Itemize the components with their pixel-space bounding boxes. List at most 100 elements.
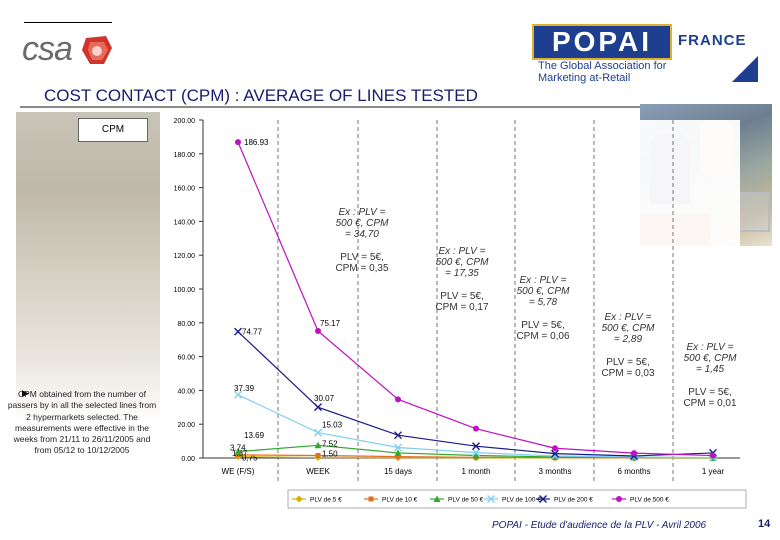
annotation-text: CPM = 0,01 bbox=[683, 398, 737, 409]
annotation-text: = 2,89 bbox=[614, 334, 643, 345]
data-point bbox=[235, 452, 241, 458]
cpm-label: CPM bbox=[78, 118, 148, 142]
annotation-text: 500 €, CPM bbox=[602, 323, 655, 334]
data-point bbox=[315, 452, 321, 458]
popai-logo: POPAI FRANCE The Global Association for … bbox=[532, 24, 762, 84]
y-tick-label: 140.00 bbox=[174, 219, 196, 226]
annotation-text: = 34,70 bbox=[345, 229, 379, 240]
x-tick-label: WE (F/S) bbox=[222, 467, 255, 476]
popai-corner-mark-icon bbox=[732, 56, 758, 82]
page-number: 14 bbox=[758, 518, 771, 530]
annotation-text: = 17,35 bbox=[445, 268, 479, 279]
data-point bbox=[631, 450, 637, 457]
data-point bbox=[234, 390, 242, 399]
annotation-text: CPM = 0,03 bbox=[601, 368, 655, 379]
data-point bbox=[395, 454, 401, 460]
annotation-text: PLV = 5€, bbox=[688, 387, 731, 398]
annotation-text: 500 €, CPM bbox=[517, 286, 570, 297]
data-point bbox=[552, 445, 558, 452]
annotation-text: PLV = 5€, bbox=[440, 291, 483, 302]
y-tick-label: 0.00 bbox=[181, 456, 195, 463]
note-arrow-icon: ▶ bbox=[22, 389, 29, 399]
data-label: 3.74 bbox=[230, 444, 246, 453]
y-tick-label: 160.00 bbox=[174, 186, 196, 193]
data-point bbox=[314, 441, 322, 449]
popai-tagline-1: The Global Association for bbox=[538, 60, 667, 72]
legend-swatch-marker bbox=[539, 495, 547, 503]
annotation-text: PLV = 5€, bbox=[340, 252, 383, 263]
data-label: 1.50 bbox=[322, 449, 338, 458]
page-title: COST CONTACT (CPM) : AVERAGE OF LINES TE… bbox=[44, 86, 478, 105]
y-tick-label: 200.00 bbox=[174, 118, 196, 125]
data-point bbox=[314, 403, 322, 412]
data-point bbox=[235, 139, 241, 146]
data-point bbox=[472, 451, 480, 459]
annotation-text: CPM = 0,35 bbox=[335, 263, 389, 274]
popai-tagline-2: Marketing at-Retail bbox=[538, 72, 631, 84]
data-point bbox=[551, 449, 559, 458]
data-point bbox=[394, 449, 402, 456]
annotation-text: Ex : PLV = bbox=[339, 207, 386, 218]
annotation-text: 500 €, CPM bbox=[336, 218, 389, 229]
data-point bbox=[234, 448, 242, 455]
x-tick-label: 3 months bbox=[539, 467, 572, 476]
store-background-panel bbox=[16, 112, 160, 492]
header-top-rule bbox=[24, 22, 112, 23]
annotation-text: CPM = 0,06 bbox=[516, 331, 570, 342]
popai-country: FRANCE bbox=[678, 32, 747, 49]
data-point bbox=[234, 327, 242, 336]
data-label: 75.17 bbox=[320, 319, 341, 328]
plot-area bbox=[203, 120, 740, 458]
annotation-text: 500 €, CPM bbox=[436, 257, 489, 268]
annotation-text: Ex : PLV = bbox=[687, 342, 734, 353]
legend-swatch-marker bbox=[368, 496, 374, 502]
y-tick-label: 40.00 bbox=[177, 388, 195, 395]
data-point bbox=[394, 443, 402, 452]
y-tick-label: 180.00 bbox=[174, 152, 196, 159]
csa-logo-mark-icon bbox=[82, 36, 112, 64]
data-point bbox=[710, 452, 716, 459]
data-point bbox=[314, 428, 322, 437]
data-point bbox=[395, 396, 401, 403]
y-tick-label: 100.00 bbox=[174, 287, 196, 294]
data-label: 0,75 bbox=[242, 454, 258, 463]
popai-logo-box: POPAI bbox=[532, 24, 672, 60]
data-label: 186.93 bbox=[244, 138, 269, 147]
data-point bbox=[394, 431, 402, 440]
annotation-text: Ex : PLV = bbox=[605, 312, 652, 323]
csa-logo-text: csa bbox=[22, 30, 73, 68]
csa-logo: csa bbox=[22, 30, 118, 76]
legend-swatch-marker bbox=[487, 495, 495, 503]
annotation-text: Ex : PLV = bbox=[439, 246, 486, 257]
legend-entry: PLV de 200 € bbox=[554, 497, 593, 504]
data-label: 37.39 bbox=[234, 384, 255, 393]
data-point bbox=[472, 448, 480, 457]
data-label: 13.69 bbox=[244, 431, 265, 440]
annotation-text: Ex : PLV = bbox=[520, 275, 567, 286]
x-tick-label: 6 months bbox=[618, 467, 651, 476]
data-point bbox=[473, 425, 479, 432]
legend-entry: PLV de 50 € bbox=[448, 497, 484, 504]
method-note: CPM obtained from the number of passers … bbox=[7, 389, 157, 456]
data-label: 74.77 bbox=[242, 328, 263, 337]
y-tick-label: 60.00 bbox=[177, 355, 195, 362]
annotation-text: PLV = 5€, bbox=[521, 320, 564, 331]
data-label: 30.07 bbox=[314, 394, 335, 403]
y-tick-label: 120.00 bbox=[174, 253, 196, 260]
annotation-text: CPM = 0,17 bbox=[435, 302, 489, 313]
annotation-text: = 1,45 bbox=[696, 364, 725, 375]
legend-box bbox=[287, 489, 747, 509]
y-tick-label: 20.00 bbox=[177, 422, 195, 429]
header-rule bbox=[20, 106, 768, 108]
data-point bbox=[472, 442, 480, 451]
annotation-text: PLV = 5€, bbox=[606, 357, 649, 368]
x-tick-label: 15 days bbox=[384, 467, 412, 476]
legend-swatch-marker bbox=[433, 495, 441, 502]
legend-entry: PLV de 10 € bbox=[382, 497, 418, 504]
data-label: 15.03 bbox=[322, 421, 343, 430]
legend-swatch-marker bbox=[616, 496, 622, 502]
legend-swatch-marker bbox=[295, 495, 303, 503]
x-tick-label: WEEK bbox=[306, 467, 330, 476]
data-point bbox=[315, 327, 321, 334]
